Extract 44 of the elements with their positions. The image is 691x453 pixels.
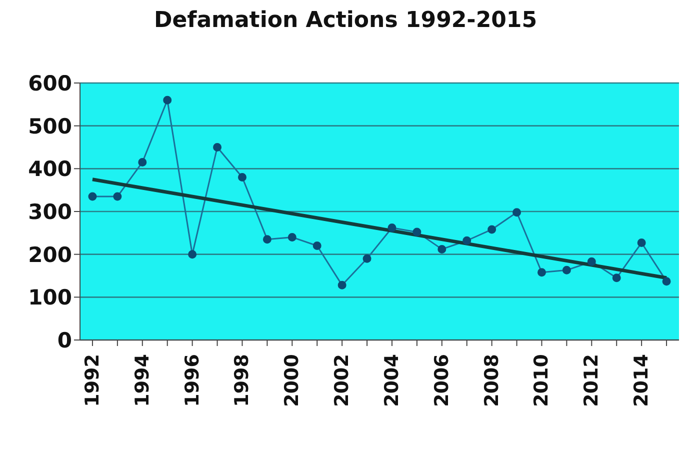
x-tick-label: 2014 — [630, 354, 653, 407]
x-tick-label: 2004 — [380, 354, 403, 407]
x-tick-label: 2008 — [480, 354, 503, 407]
x-tick-label: 1998 — [231, 354, 254, 407]
y-tick-label: 0 — [57, 328, 72, 352]
point — [362, 254, 372, 263]
y-tick-label: 600 — [28, 71, 72, 96]
point — [88, 192, 97, 201]
x-tick-label: 1992 — [81, 354, 104, 407]
point — [662, 277, 671, 286]
x-tick-label: 1994 — [131, 354, 154, 407]
point — [213, 143, 222, 152]
point — [238, 172, 246, 182]
point — [612, 274, 621, 282]
x-tick-label: 2012 — [580, 354, 603, 407]
x-tick-label: 2002 — [331, 354, 354, 407]
y-tick-label: 500 — [28, 114, 72, 138]
point — [312, 242, 322, 250]
y-tick-label: 200 — [28, 242, 72, 267]
x-tick-label: 1996 — [181, 354, 204, 407]
x-tick-label: 2000 — [281, 354, 304, 407]
point — [338, 280, 346, 290]
x-tick-label: 2010 — [530, 354, 553, 407]
point — [462, 236, 472, 245]
point — [412, 228, 422, 236]
point — [488, 225, 496, 234]
point — [262, 235, 272, 244]
point — [288, 232, 296, 242]
x-tick-label: 2006 — [430, 354, 453, 407]
point — [562, 266, 571, 274]
point — [537, 268, 546, 277]
point — [438, 244, 446, 254]
point — [637, 238, 646, 248]
point — [188, 250, 197, 259]
point — [512, 208, 522, 217]
chart-title: Defamation Actions 1992-2015 — [152, 8, 538, 33]
point — [587, 257, 596, 266]
point — [163, 96, 172, 104]
point — [138, 158, 147, 166]
point — [113, 192, 122, 201]
y-tick-label: 100 — [28, 286, 72, 310]
y-tick-label: 400 — [28, 157, 72, 182]
point — [388, 224, 396, 232]
y-tick-label: 300 — [28, 200, 72, 224]
